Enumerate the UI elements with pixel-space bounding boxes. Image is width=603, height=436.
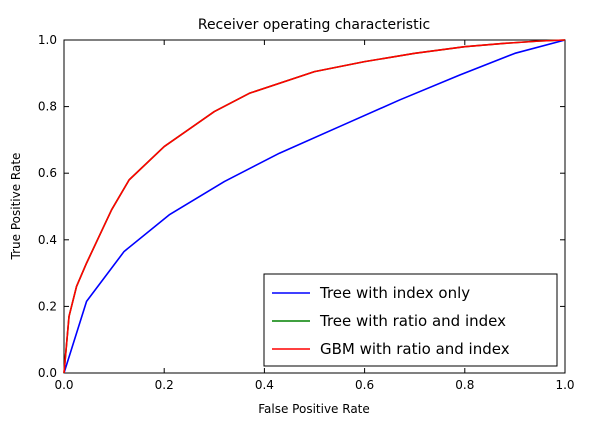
y-tick-label: 0.8 xyxy=(38,100,57,114)
series-line-1 xyxy=(63,39,566,374)
x-tick-label: 0.6 xyxy=(355,378,374,392)
y-tick-label: 0.0 xyxy=(38,366,57,380)
chart-title: Receiver operating characteristic xyxy=(198,17,430,33)
series-line-3 xyxy=(63,39,566,374)
x-axis-label: False Positive Rate xyxy=(258,402,370,416)
x-tick-label: 0.8 xyxy=(455,378,474,392)
x-tick-label: 1.0 xyxy=(555,378,574,392)
y-tick-label: 0.2 xyxy=(38,299,57,313)
legend: Tree with index only Tree with ratio and … xyxy=(263,273,558,367)
y-tick-label: 1.0 xyxy=(38,33,57,47)
y-tick-labels: 0.0 0.2 0.4 0.6 0.8 1.0 xyxy=(38,33,57,380)
legend-label-3: GBM with ratio and index xyxy=(320,340,510,358)
y-tick-label: 0.4 xyxy=(38,233,57,247)
legend-box xyxy=(263,273,558,367)
x-tick-label: 0.2 xyxy=(155,378,174,392)
y-axis-label: True Positive Rate xyxy=(9,153,23,261)
x-tick-label: 0.4 xyxy=(255,378,274,392)
legend-items: Tree with index only Tree with ratio and … xyxy=(272,284,510,358)
y-tick-label: 0.6 xyxy=(38,166,57,180)
series-layer xyxy=(63,39,566,374)
x-tick-label: 0.0 xyxy=(54,378,73,392)
legend-label-1: Tree with index only xyxy=(319,284,470,302)
legend-label-2: Tree with ratio and index xyxy=(319,312,506,330)
x-tick-labels: 0.0 0.2 0.4 0.6 0.8 1.0 xyxy=(54,378,574,392)
